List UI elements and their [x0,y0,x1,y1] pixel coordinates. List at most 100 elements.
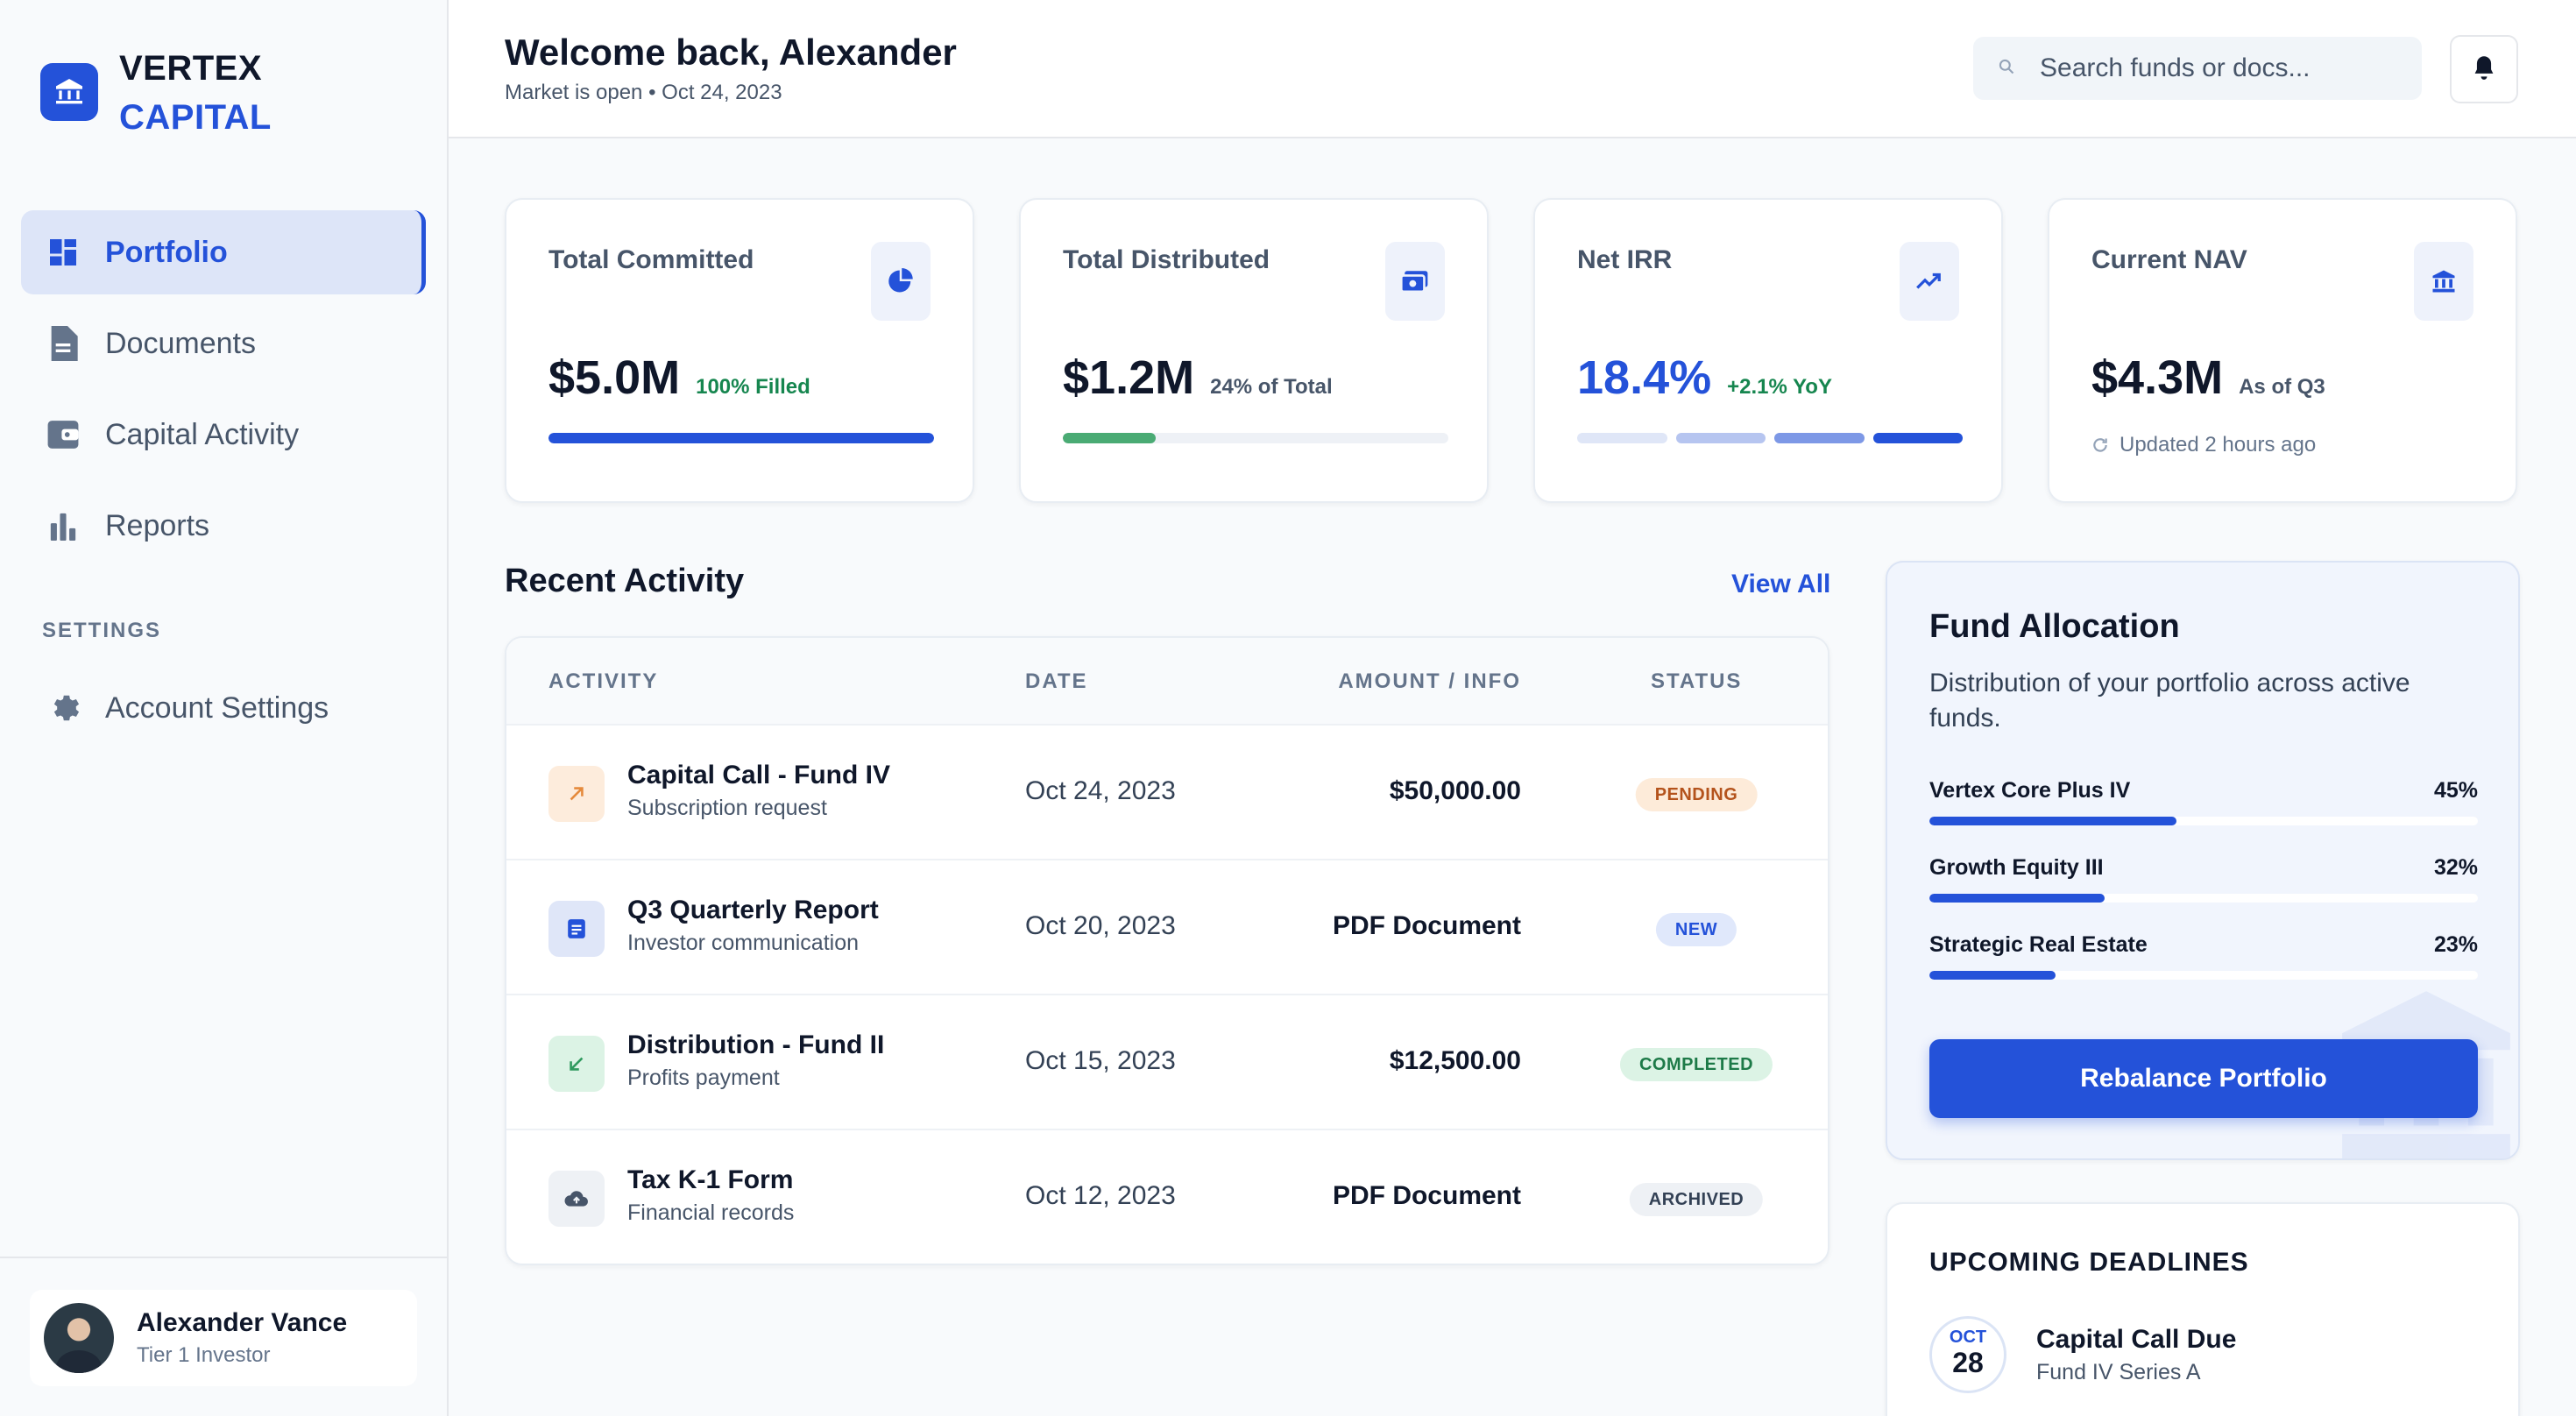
bar-chart-icon [46,508,81,543]
rebalance-portfolio-button[interactable]: Rebalance Portfolio [1929,1039,2478,1118]
sidebar-item-account-settings[interactable]: Account Settings [21,666,426,750]
activity-date: Oct 15, 2023 [1025,1046,1176,1075]
avatar [44,1303,114,1373]
fund-allocation-card: Fund Allocation Distribution of your por… [1886,561,2520,1160]
calendar-date-badge: OCT 28 [1929,1316,2006,1393]
brand-line-2: CAPITAL [119,98,272,137]
fund-name: Growth Equity III [1929,855,2104,880]
status-badge: NEW [1655,913,1737,946]
gear-icon [46,690,81,726]
activity-title: Tax K-1 Form [627,1165,794,1194]
table-row[interactable]: Capital Call - Fund IV Subscription requ… [506,726,1828,860]
column-header-status: STATUS [1651,669,1743,693]
notifications-button[interactable] [2450,35,2518,103]
status-badge: PENDING [1635,778,1758,811]
deadline-title[interactable]: Capital Call Due [2036,1325,2237,1354]
allocation-bar [1929,817,2478,825]
allocation-bar [1929,971,2478,980]
progress-bar [1063,433,1448,443]
stat-value-text: $4.3M [2091,351,2224,404]
allocation-fill [1929,894,2105,903]
activity-subtitle: Subscription request [627,796,827,820]
activity-subtitle: Financial records [627,1200,795,1225]
stat-tag: 100% Filled [696,375,810,399]
sidebar-item-portfolio[interactable]: Portfolio [21,210,426,294]
trend-segment [1774,433,1865,443]
status-badge: COMPLETED [1619,1048,1773,1081]
stat-tag: +2.1% YoY [1727,375,1832,399]
top-header: Welcome back, Alexander Market is open •… [449,0,2576,138]
activity-title: Distribution - Fund II [627,1030,885,1059]
table-row[interactable]: Tax K-1 Form Financial records Oct 12, 2… [506,1130,1828,1264]
cloud-upload-icon [548,1171,605,1227]
column-header-date: DATE [1025,669,1088,693]
trending-up-icon [1900,242,1959,321]
progress-bar [548,433,934,443]
deadline-month: OCT [1949,1328,1987,1347]
sidebar-item-label: Reports [105,508,210,542]
updated-text: Updated 2 hours ago [2120,433,2317,457]
activity-date: Oct 12, 2023 [1025,1181,1176,1210]
column-header-activity: ACTIVITY [548,669,659,693]
trend-segment [1577,433,1667,443]
recent-activity-title: Recent Activity [505,563,745,599]
stat-card-net-irr: Net IRR 18.4% +2.1% YoY [1533,198,2003,503]
search-icon [1998,58,2015,80]
user-tier: Tier 1 Investor [137,1343,271,1367]
stat-label: Current NAV [2091,245,2247,274]
stat-value: $5.0M 100% Filled [548,350,810,405]
activity-subtitle: Profits payment [627,1066,780,1090]
allocation-fill [1929,817,2176,825]
deadline-day: 28 [1952,1347,1984,1378]
sidebar-item-label: Account Settings [105,690,329,725]
bell-icon [2472,54,2496,85]
fund-percent: 32% [2433,855,2478,880]
allocation-bar [1929,894,2478,903]
activity-amount: PDF Document [1332,911,1521,940]
stat-card-total-distributed: Total Distributed $1.2M 24% of Total [1019,198,1489,503]
stat-card-current-nav: Current NAV $4.3M As of Q3 Updated 2 hour… [2048,198,2517,503]
brand[interactable]: VERTEX CAPITAL [40,44,272,142]
fund-name: Strategic Real Estate [1929,932,2148,957]
user-card[interactable]: Alexander Vance Tier 1 Investor [30,1290,417,1386]
table-row[interactable]: Q3 Quarterly Report Investor communicati… [506,860,1828,995]
stat-tag: As of Q3 [2239,375,2325,399]
upcoming-deadlines-card: UPCOMING DEADLINES OCT 28 Capital Call D… [1886,1202,2520,1416]
document-icon [46,326,81,361]
brand-name: VERTEX CAPITAL [119,44,272,142]
status-badge: ARCHIVED [1629,1183,1764,1216]
stat-card-total-committed: Total Committed $5.0M 100% Filled [505,198,974,503]
user-name: Alexander Vance [137,1308,348,1337]
brand-line-1: VERTEX [119,49,263,88]
fund-name: Vertex Core Plus IV [1929,778,2131,803]
page-title: Welcome back, Alexander [505,32,957,73]
bank-icon [2414,242,2473,321]
stat-tag: 24% of Total [1210,375,1333,399]
view-all-link[interactable]: View All [1731,570,1831,598]
cash-icon [1385,242,1445,321]
activity-amount: PDF Document [1332,1181,1521,1210]
stat-value-text: 18.4% [1577,351,1712,404]
search-bar[interactable] [1973,37,2422,100]
activity-amount: $12,500.00 [1389,1046,1521,1075]
activity-table: ACTIVITY DATE AMOUNT / INFO STATUS Capit… [505,636,1829,1265]
stat-value: 18.4% +2.1% YoY [1577,350,1832,405]
trend-segment [1872,433,1963,443]
pie-chart-icon [871,242,931,321]
user-section: Alexander Vance Tier 1 Investor [0,1257,447,1416]
sidebar-item-capital-activity[interactable]: Capital Activity [21,393,426,477]
allocation-description: Distribution of your portfolio across ac… [1929,669,2410,733]
updated-note: Updated 2 hours ago [2091,433,2316,457]
sidebar-item-label: Portfolio [105,235,228,269]
sidebar-item-reports[interactable]: Reports [21,484,426,568]
stat-value: $4.3M As of Q3 [2091,350,2325,405]
report-icon [548,901,605,957]
wallet-icon [46,417,81,452]
settings-heading: SETTINGS [42,619,162,642]
table-row[interactable]: Distribution - Fund II Profits payment O… [506,995,1828,1130]
fund-percent: 45% [2433,778,2478,803]
sidebar-item-documents[interactable]: Documents [21,301,426,386]
stat-label: Net IRR [1577,245,1673,274]
progress-fill [1063,433,1156,443]
search-input[interactable] [2040,53,2408,83]
